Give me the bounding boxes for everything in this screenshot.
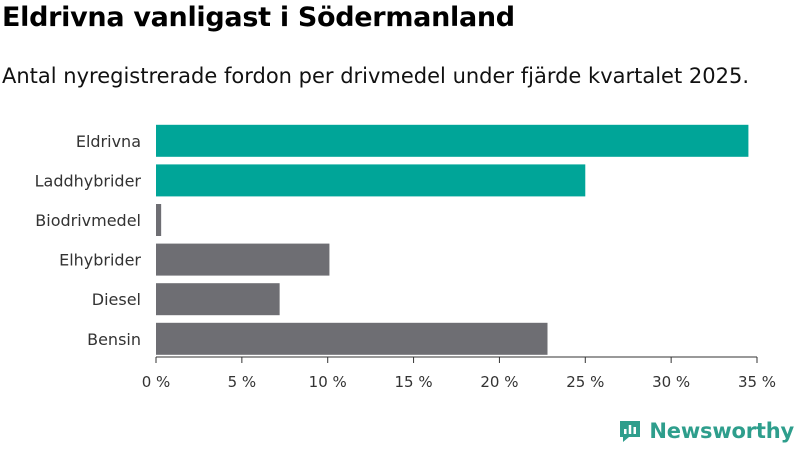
brand-name: Newsworthy: [649, 419, 794, 443]
chart-title: Eldrivna vanligast i Södermanland: [2, 2, 515, 33]
bar: [156, 243, 330, 276]
x-tick-label: 35 %: [738, 373, 776, 391]
category-label: Eldrivna: [76, 132, 141, 151]
bar: [156, 204, 162, 236]
bar: [156, 164, 586, 197]
category-label: Biodrivmedel: [35, 211, 141, 230]
bar: [156, 283, 280, 316]
newsworthy-logo-icon: [620, 421, 641, 442]
x-tick-label: 10 %: [309, 373, 347, 391]
category-label: Diesel: [92, 290, 141, 309]
bar: [156, 124, 749, 157]
x-tick-label: 0 %: [142, 373, 171, 391]
chart-subtitle: Antal nyregistrerade fordon per drivmede…: [2, 64, 750, 88]
category-label: Bensin: [87, 330, 141, 349]
brand: Newsworthy: [617, 418, 794, 444]
x-tick-label: 30 %: [652, 373, 690, 391]
x-tick-label: 15 %: [395, 373, 433, 391]
x-tick-label: 25 %: [566, 373, 604, 391]
bar: [156, 322, 548, 355]
category-label: Laddhybrider: [35, 171, 142, 190]
x-tick-label: 20 %: [480, 373, 518, 391]
category-label: Elhybrider: [59, 251, 141, 270]
x-tick-label: 5 %: [228, 373, 257, 391]
